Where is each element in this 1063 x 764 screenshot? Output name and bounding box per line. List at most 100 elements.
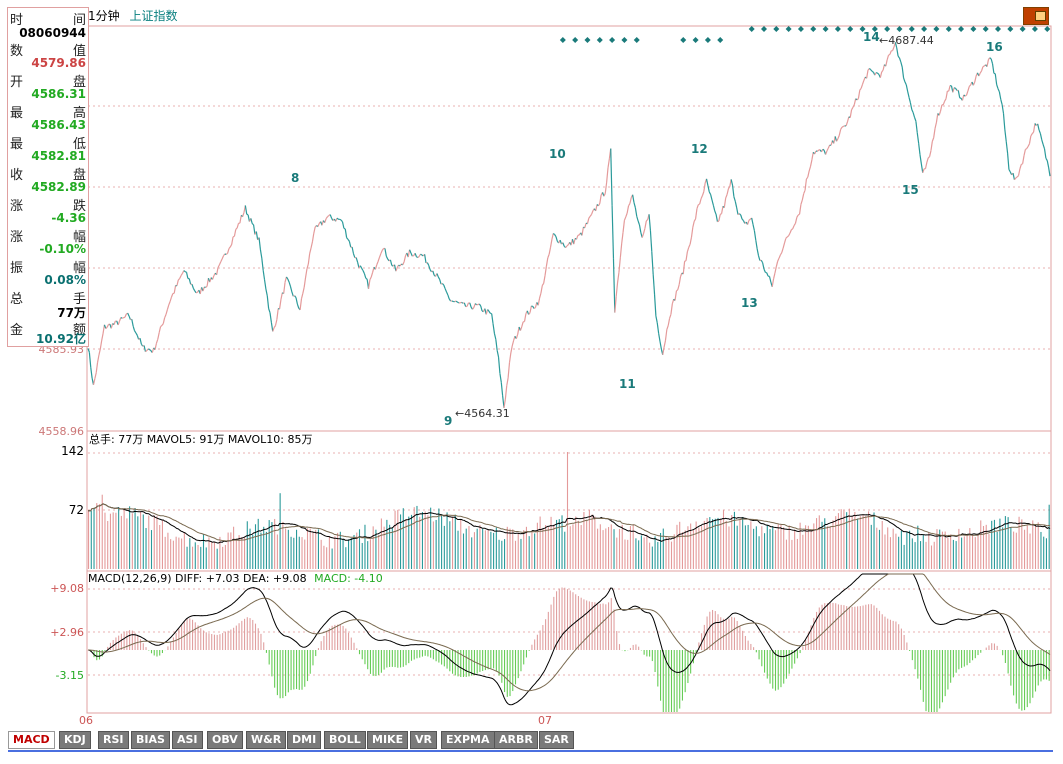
price-segment (252, 224, 256, 235)
macd-bar (320, 641, 322, 650)
price-segment (294, 295, 297, 298)
macd-bar (271, 650, 273, 677)
price-segment (736, 207, 739, 215)
tab-macd[interactable]: MACD (8, 731, 55, 749)
volume-bar (640, 535, 642, 569)
volume-bar (788, 525, 790, 569)
price-segment (528, 312, 531, 315)
volume-bar (90, 510, 92, 569)
volume-bar (1007, 517, 1009, 569)
signal-dot (761, 26, 767, 32)
signal-dot (995, 26, 1001, 32)
macd-bar (1015, 650, 1017, 704)
volume-bar (238, 535, 240, 569)
signal-dot (958, 26, 965, 32)
tab-boll[interactable]: BOLL (324, 731, 366, 749)
price-segment (638, 224, 642, 233)
price-segment (135, 332, 138, 336)
volume-bar (668, 537, 670, 569)
volume-bar (591, 514, 593, 569)
price-segment (428, 265, 431, 270)
wave-marker-12: 12 (691, 142, 708, 156)
tab-dmi[interactable]: DMI (287, 731, 322, 749)
tab-asi[interactable]: ASI (172, 731, 203, 749)
tab-sar[interactable]: SAR (539, 731, 574, 749)
volume-bar (402, 508, 404, 569)
tab-rsi[interactable]: RSI (98, 731, 129, 749)
tab-vr[interactable]: VR (410, 731, 437, 749)
macd-bar (586, 600, 588, 650)
macd-bar (635, 644, 637, 650)
volume-bar (794, 529, 796, 569)
info-row-change-pct: 涨幅 (8, 226, 88, 245)
volume-bar (698, 527, 700, 569)
price-segment (239, 215, 242, 224)
price-segment (778, 254, 781, 259)
volume-bar (903, 544, 905, 569)
macd-bar (662, 650, 664, 712)
macd-bar (416, 650, 418, 659)
price-segment (325, 216, 328, 220)
volume-bar (859, 516, 861, 569)
volume-bar (744, 525, 746, 569)
price-segment (233, 229, 237, 237)
tab-arbr[interactable]: ARBR (494, 731, 538, 749)
volume-bar (528, 536, 530, 569)
price-segment (846, 116, 850, 123)
price-segment (478, 303, 482, 307)
index-name[interactable]: 上证指数 (129, 9, 178, 23)
price-segment (934, 122, 938, 129)
macd-bar (96, 650, 98, 661)
info-value-time: 08060944 (19, 26, 86, 40)
period-label[interactable]: 1分钟 (88, 9, 120, 23)
volume-bar (1045, 538, 1047, 569)
price-segment (642, 228, 646, 234)
price-segment (262, 270, 266, 280)
macd-bar (731, 616, 733, 650)
macd-bar (547, 611, 549, 650)
price-segment (901, 66, 905, 79)
price-segment (905, 84, 909, 92)
price-segment (87, 348, 90, 353)
window-toggle-icon[interactable] (1023, 7, 1049, 25)
tab-expma[interactable]: EXPMA (441, 731, 495, 749)
low-annotation: ←4564.31 (455, 407, 510, 420)
tab-bias[interactable]: BIAS (131, 731, 170, 749)
macd-bar (681, 650, 683, 701)
info-label: 盘 (72, 168, 86, 183)
macd-bar (818, 607, 820, 650)
price-segment (164, 314, 167, 319)
macd-bar (1021, 650, 1023, 711)
volume-bar (367, 541, 369, 569)
price-segment (751, 217, 754, 225)
price-segment (726, 188, 730, 195)
volume-bar (922, 534, 924, 569)
price-segment (95, 362, 99, 373)
macd-bar (709, 611, 711, 650)
tab-obv[interactable]: OBV (207, 731, 243, 749)
macd-bar (109, 642, 111, 650)
macd-bar (465, 650, 467, 677)
price-segment (637, 220, 641, 226)
volume-y-label: 72 (69, 503, 84, 517)
price-segment (127, 312, 130, 317)
price-segment (166, 304, 170, 310)
price-segment (488, 310, 491, 314)
tab-wr[interactable]: W&R (246, 731, 287, 749)
macd-bar (394, 650, 396, 668)
volume-bar (443, 525, 445, 569)
signal-dot (896, 26, 903, 32)
price-segment (409, 249, 412, 254)
macd-bar (1026, 650, 1028, 708)
price-segment (979, 70, 983, 74)
macd-bar (263, 642, 265, 650)
volume-bar (172, 540, 174, 569)
tab-kdj[interactable]: KDJ (59, 731, 91, 749)
tab-mike[interactable]: MIKE (367, 731, 409, 749)
volume-bar (731, 515, 733, 569)
price-segment (982, 65, 985, 68)
price-segment (674, 290, 678, 301)
macd-bar (974, 650, 976, 659)
macd-bar (996, 645, 998, 650)
